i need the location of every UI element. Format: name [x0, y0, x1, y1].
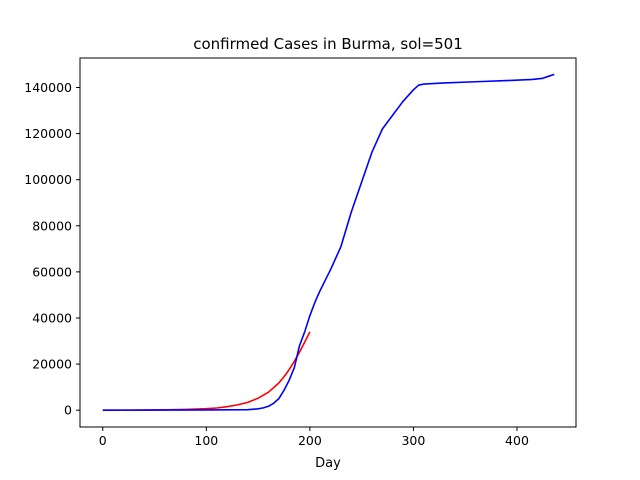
y-tick-label: 20000: [32, 357, 72, 372]
series-line-1: [102, 73, 555, 411]
y-tick-label: 140000: [24, 80, 72, 95]
x-tick-label: 100: [194, 433, 218, 448]
x-tick-label: 300: [401, 433, 425, 448]
y-tick-label: 40000: [32, 310, 72, 325]
x-tick-label: 400: [505, 433, 529, 448]
x-tick-label: 0: [99, 433, 107, 448]
y-tick-label: 60000: [32, 264, 72, 279]
x-tick-label: 200: [298, 433, 322, 448]
chart-title: confirmed Cases in Burma, sol=501: [193, 35, 463, 53]
plot-frame: [79, 57, 577, 428]
tick-layer: 0 100 200 300 400 0 20000 40000 60000 80000 100000…: [24, 80, 529, 448]
y-tick-label: 120000: [24, 126, 72, 141]
series-layer: [102, 73, 555, 411]
x-axis-label: Day: [315, 456, 341, 471]
y-tick-label: 100000: [24, 172, 72, 187]
y-tick-label: 0: [64, 403, 72, 418]
y-tick-label: 80000: [32, 218, 72, 233]
